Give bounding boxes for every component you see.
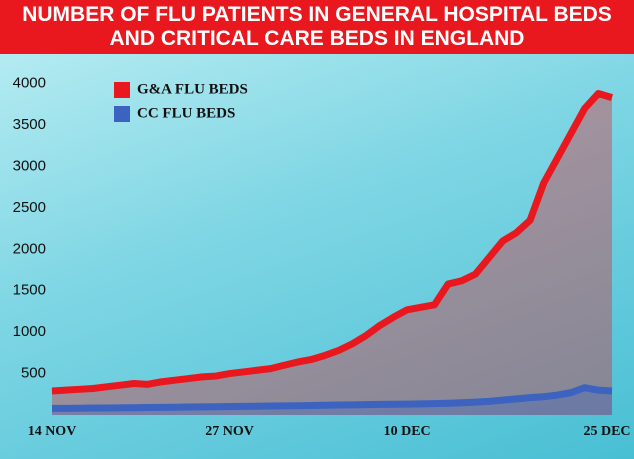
y-tick-label: 3500 [13, 116, 46, 133]
y-tick-label: 500 [21, 365, 46, 382]
y-tick-label: 1000 [13, 323, 46, 340]
legend-swatch [114, 82, 130, 98]
y-tick-label: 1500 [13, 282, 46, 299]
x-tick-label: 10 DEC [383, 424, 431, 439]
chart-title: NUMBER OF FLU PATIENTS IN GENERAL HOSPIT… [0, 0, 634, 54]
y-tick-label: 3000 [13, 157, 46, 174]
legend-swatch [114, 106, 130, 122]
x-tick-label: 25 DEC [583, 424, 631, 439]
legend-label: CC FLU BEDS [137, 105, 235, 121]
x-tick-label: 27 NOV [205, 424, 254, 439]
y-tick-label: 4000 [13, 75, 46, 92]
series-line [51, 90, 614, 395]
legend-label: G&A FLU BEDS [137, 81, 248, 97]
series-line [52, 384, 613, 412]
area [52, 93, 612, 415]
y-tick-label: 2500 [13, 199, 46, 216]
y-tick-label: 2000 [13, 240, 46, 257]
x-tick-label: 14 NOV [27, 424, 77, 439]
